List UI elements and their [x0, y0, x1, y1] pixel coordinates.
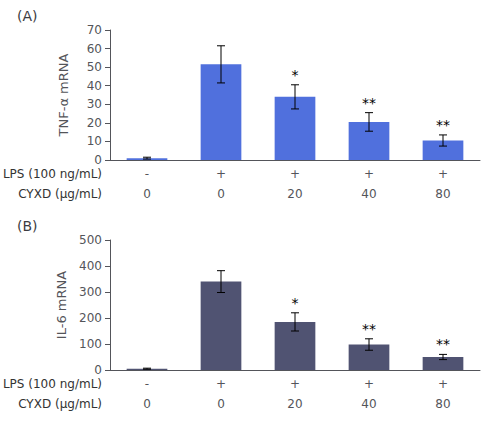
svg-text:**: ** — [436, 117, 450, 133]
svg-text:30: 30 — [87, 97, 102, 111]
svg-text:**: ** — [362, 321, 376, 337]
svg-text:LPS (100 ng/mL): LPS (100 ng/mL) — [3, 377, 102, 391]
svg-text:*: * — [292, 295, 299, 311]
svg-text:500: 500 — [79, 233, 102, 247]
svg-text:-: - — [145, 167, 149, 181]
svg-text:0: 0 — [94, 363, 102, 377]
svg-text:**: ** — [436, 336, 450, 352]
svg-text:+: + — [438, 167, 448, 181]
svg-text:80: 80 — [435, 397, 450, 411]
svg-text:*: * — [292, 67, 299, 83]
svg-text:100: 100 — [79, 337, 102, 351]
svg-text:80: 80 — [435, 187, 450, 201]
svg-text:CYXD (μg/mL): CYXD (μg/mL) — [18, 187, 102, 201]
svg-text:0: 0 — [217, 397, 225, 411]
svg-text:+: + — [364, 167, 374, 181]
svg-text:LPS (100 ng/mL): LPS (100 ng/mL) — [3, 167, 102, 181]
svg-text:0: 0 — [143, 187, 151, 201]
svg-text:40: 40 — [361, 397, 376, 411]
svg-text:200: 200 — [79, 311, 102, 325]
svg-text:20: 20 — [87, 116, 102, 130]
svg-text:CYXD (μg/mL): CYXD (μg/mL) — [18, 397, 102, 411]
svg-text:40: 40 — [361, 187, 376, 201]
svg-text:20: 20 — [287, 397, 302, 411]
svg-text:**: ** — [362, 95, 376, 111]
svg-text:0: 0 — [217, 187, 225, 201]
svg-text:20: 20 — [287, 187, 302, 201]
svg-text:IL-6 mRNA: IL-6 mRNA — [54, 271, 69, 339]
svg-text:+: + — [290, 167, 300, 181]
svg-text:+: + — [216, 377, 226, 391]
svg-text:0: 0 — [94, 153, 102, 167]
svg-text:10: 10 — [87, 134, 102, 148]
svg-text:+: + — [216, 167, 226, 181]
svg-text:300: 300 — [79, 285, 102, 299]
svg-text:40: 40 — [87, 79, 102, 93]
svg-text:(A): (A) — [17, 8, 38, 24]
svg-text:+: + — [438, 377, 448, 391]
svg-text:(B): (B) — [17, 218, 38, 234]
svg-text:0: 0 — [143, 397, 151, 411]
svg-text:60: 60 — [87, 42, 102, 56]
svg-text:-: - — [145, 377, 149, 391]
svg-text:50: 50 — [87, 60, 102, 74]
svg-text:TNF-α mRNA: TNF-α mRNA — [56, 53, 71, 137]
svg-text:+: + — [364, 377, 374, 391]
svg-text:400: 400 — [79, 259, 102, 273]
svg-text:70: 70 — [87, 23, 102, 37]
svg-text:+: + — [290, 377, 300, 391]
